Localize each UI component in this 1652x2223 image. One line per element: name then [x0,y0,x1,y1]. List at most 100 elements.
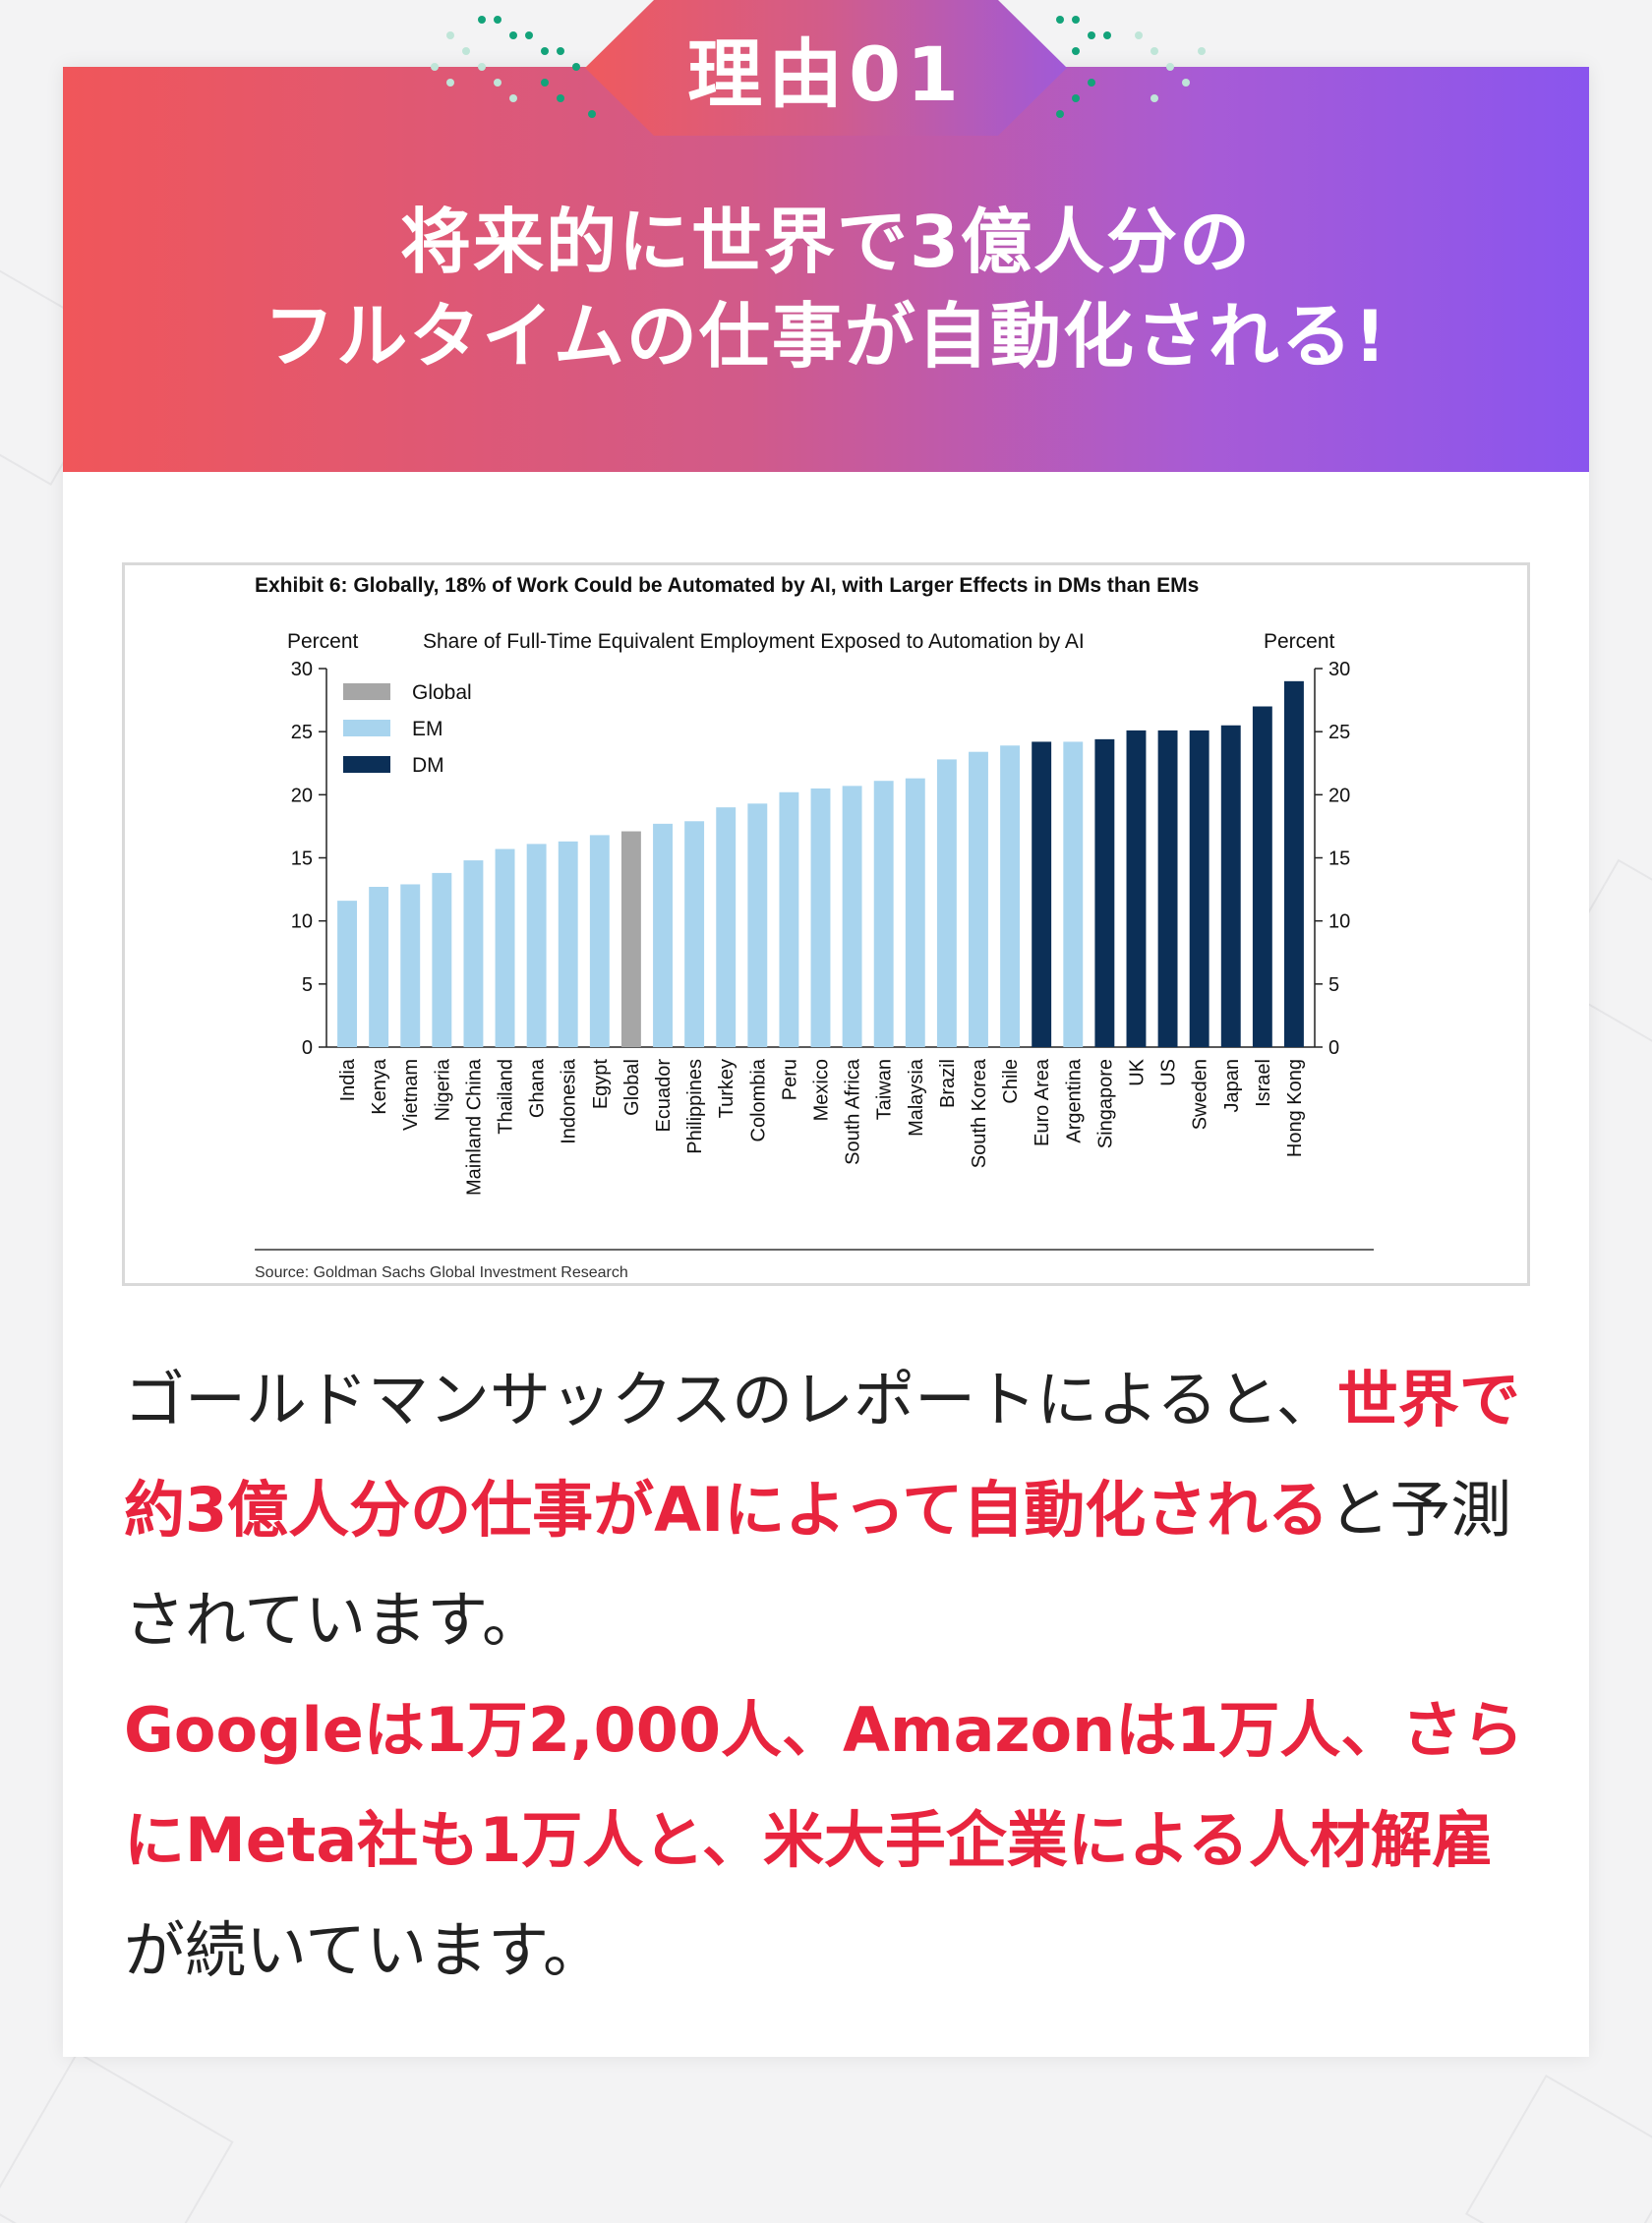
x-tick-label: Turkey [716,1059,738,1118]
x-tick-label: Kenya [369,1058,390,1115]
x-tick-label: Japan [1221,1059,1243,1113]
legend-swatch-global [343,683,390,700]
legend-label-global: Global [412,681,472,704]
x-tick-label: Peru [779,1059,800,1100]
y-tick-label-right: 15 [1328,848,1350,870]
bar-hong-kong [1284,680,1304,1047]
x-tick-label: Euro Area [1032,1058,1053,1146]
headline-line-1: 将来的に世界で3億人分の [399,201,1253,283]
x-tick-label: Egypt [590,1059,612,1110]
bar-ghana [526,844,547,1047]
bar-turkey [716,807,737,1047]
bar-euro-area [1032,741,1052,1047]
bar-thailand [495,848,515,1047]
y-tick-label-left: 5 [302,974,313,996]
bar-egypt [589,835,610,1047]
y-tick-label-right: 0 [1328,1037,1339,1059]
legend-label-em: EM [412,718,443,740]
y-tick-label-right: 10 [1328,911,1350,933]
y-tick-label-left: 25 [291,722,313,743]
bar-brazil [936,759,957,1047]
paragraph-1-tail: と予測されています。 [124,1474,1512,1656]
x-tick-label: South Africa [843,1058,864,1165]
headline: 将来的に世界で3億人分の フルタイムの仕事が自動化される! [63,195,1589,383]
bar-mainland-china [463,860,484,1047]
x-tick-label: Global [621,1059,643,1116]
x-tick-label: Argentina [1063,1058,1085,1142]
chart-subtitle: Share of Full-Time Equivalent Employment… [423,630,1085,653]
x-tick-label: UK [1126,1058,1148,1085]
x-tick-label: Vietnam [400,1059,422,1131]
bar-india [337,901,357,1047]
legend-swatch-dm [343,756,390,773]
bar-uk [1126,730,1147,1047]
x-tick-label: Philippines [684,1059,706,1154]
bar-chile [1000,745,1021,1047]
y-tick-label-left: 15 [291,848,313,870]
bar-us [1157,730,1178,1047]
chart-source: Source: Goldman Sachs Global Investment … [255,1264,628,1281]
chart-title: Exhibit 6: Globally, 18% of Work Could b… [255,574,1199,597]
bar-singapore [1094,738,1115,1047]
y-tick-label-right: 30 [1328,659,1350,680]
bar-ecuador [653,823,673,1047]
bar-south-korea [969,751,988,1047]
bar-argentina [1063,741,1084,1047]
y-tick-label-right: 20 [1328,785,1350,806]
y-tick-label-left: 30 [291,659,313,680]
x-tick-label: Ghana [527,1058,549,1118]
y-tick-label-left: 0 [302,1037,313,1059]
paragraph-1: ゴールドマンサックスのレポートによると、世界で約3億人分の仕事がAIによって自動… [124,1345,1540,1675]
body-text: ゴールドマンサックスのレポートによると、世界で約3億人分の仕事がAIによって自動… [124,1345,1540,2006]
bar-kenya [369,887,389,1047]
reason-card: 将来的に世界で3億人分の フルタイムの仕事が自動化される! Exhibit 6:… [63,67,1589,2057]
bar-philippines [684,821,705,1047]
chart-frame: Exhibit 6: Globally, 18% of Work Could b… [122,562,1530,1286]
paragraph-1-lead: ゴールドマンサックスのレポートによると、 [124,1364,1337,1435]
reason-tab-label: 理由01 [687,30,965,118]
bar-indonesia [558,841,578,1047]
x-tick-label: Malaysia [906,1058,927,1137]
bar-peru [779,791,799,1047]
automation-bar-chart: Exhibit 6: Globally, 18% of Work Could b… [255,574,1374,1281]
paragraph-1-highlight: 世界で約3億人分の仕事がAIによって自動化される [124,1364,1520,1546]
y-tick-label-left: 10 [291,911,313,933]
x-tick-label: Hong Kong [1284,1059,1306,1157]
bar-vietnam [400,884,421,1047]
bar-sweden [1189,730,1210,1047]
y-tick-label-left: 20 [291,785,313,806]
bar-global [620,831,641,1047]
headline-line-2: フルタイムの仕事が自動化される! [264,295,1388,378]
x-tick-label: US [1158,1059,1180,1086]
dots-decoration-left [431,16,596,118]
x-tick-label: South Korea [969,1058,990,1168]
x-tick-label: India [337,1058,359,1101]
x-tick-label: Taiwan [874,1059,896,1120]
legend-swatch-em [343,720,390,736]
y-tick-label-right: 25 [1328,722,1350,743]
legend-label-dm: DM [412,754,444,777]
y-axis-label-left: Percent [287,630,359,653]
bar-mexico [810,788,831,1047]
x-tick-label: Mainland China [463,1058,485,1196]
bar-japan [1220,725,1241,1047]
bar-israel [1252,706,1272,1047]
x-tick-label: Chile [1000,1059,1022,1104]
bar-taiwan [873,781,894,1047]
x-tick-label: Colombia [747,1058,769,1141]
bar-south-africa [842,786,862,1047]
paragraph-2: Googleは1万2,000人、Amazonは1万人、さらにMeta社も1万人と… [124,1675,1540,2006]
y-axis-label-right: Percent [1264,630,1335,653]
paragraph-2-tail: が続いています。 [124,1914,604,1986]
x-tick-label: Nigeria [432,1058,453,1121]
reason-tab: 理由01 [585,0,1067,136]
x-tick-label: Mexico [811,1059,833,1121]
x-tick-label: Indonesia [559,1058,580,1144]
y-tick-label-right: 5 [1328,974,1339,996]
x-tick-label: Sweden [1190,1059,1211,1130]
bar-nigeria [432,872,452,1047]
x-tick-label: Thailand [496,1059,517,1135]
x-tick-label: Israel [1253,1059,1274,1107]
x-tick-label: Brazil [937,1059,959,1108]
x-tick-label: Singapore [1094,1059,1116,1148]
